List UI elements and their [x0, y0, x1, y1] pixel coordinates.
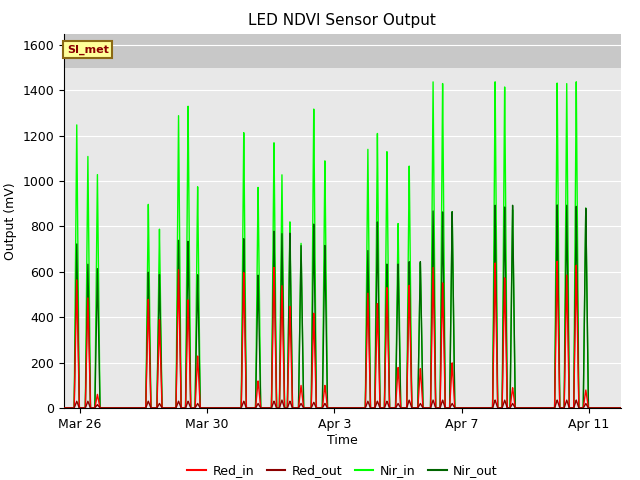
Bar — [64, 0, 621, 68]
X-axis label: Time: Time — [327, 433, 358, 446]
Title: LED NDVI Sensor Output: LED NDVI Sensor Output — [248, 13, 436, 28]
Y-axis label: Output (mV): Output (mV) — [4, 182, 17, 260]
Text: SI_met: SI_met — [67, 45, 109, 55]
Legend: Red_in, Red_out, Nir_in, Nir_out: Red_in, Red_out, Nir_in, Nir_out — [182, 459, 502, 480]
